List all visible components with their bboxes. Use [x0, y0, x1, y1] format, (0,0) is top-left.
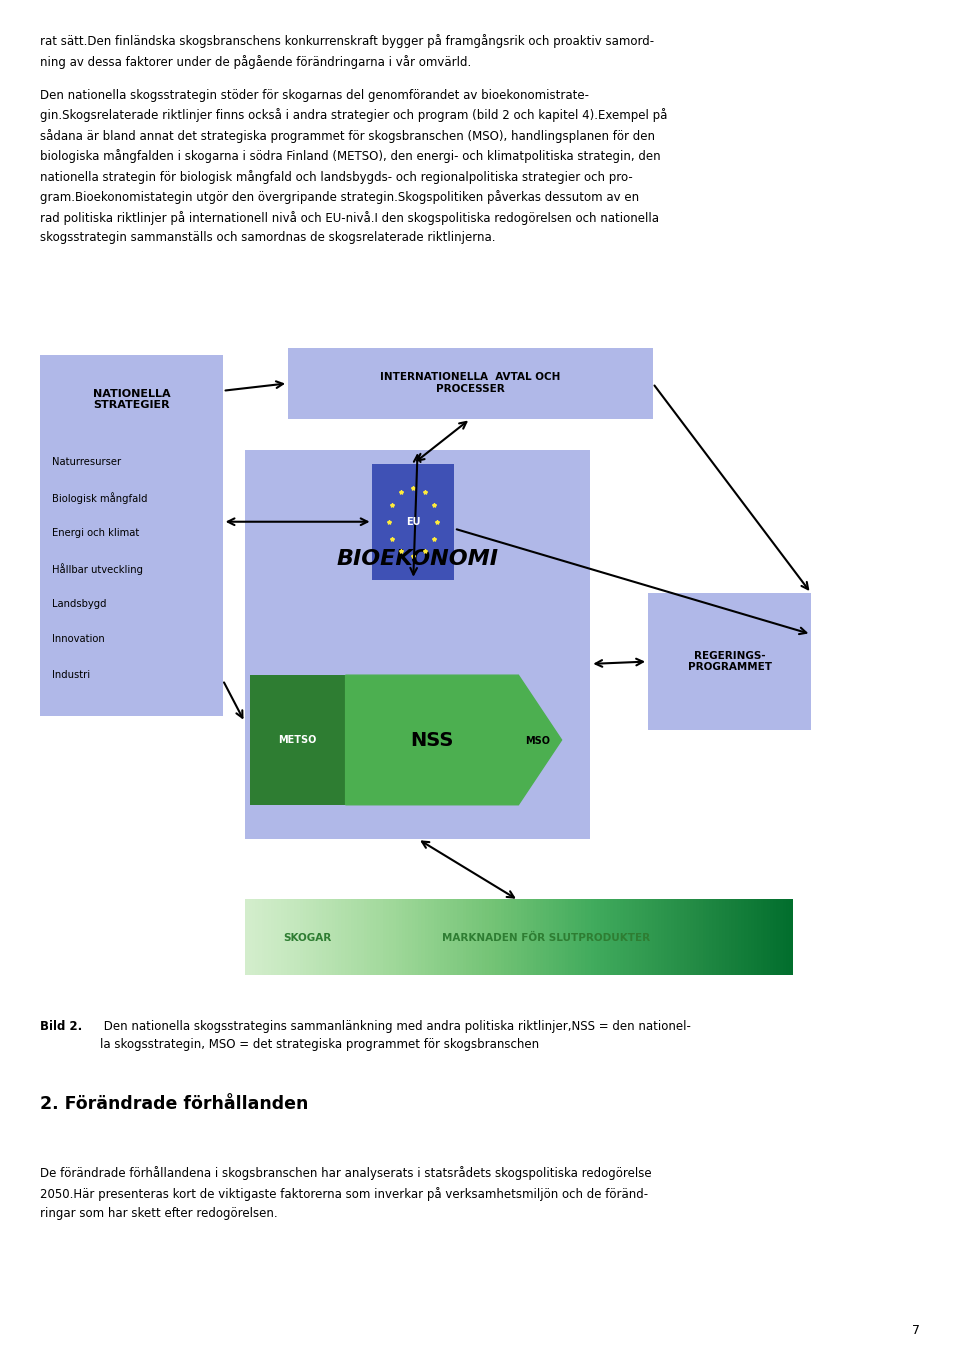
Text: Bild 2.: Bild 2. [40, 1020, 83, 1034]
Text: BIOEKONOMI: BIOEKONOMI [337, 548, 498, 569]
FancyBboxPatch shape [288, 348, 653, 419]
Text: Den nationella skogsstrategin stöder för skogarnas del genomförandet av bioekono: Den nationella skogsstrategin stöder för… [40, 89, 668, 244]
Text: EU: EU [406, 517, 420, 527]
Text: METSO: METSO [278, 735, 317, 745]
FancyBboxPatch shape [648, 593, 811, 730]
Text: De förändrade förhållandena i skogsbranschen har analyserats i statsrådets skogs: De förändrade förhållandena i skogsbrans… [40, 1166, 652, 1219]
Text: 7: 7 [912, 1323, 920, 1337]
Text: rat sätt.Den finländska skogsbranschens konkurrenskraft bygger på framgångsrik o: rat sätt.Den finländska skogsbranschens … [40, 34, 655, 68]
Text: INTERNATIONELLA  AVTAL OCH
PROCESSER: INTERNATIONELLA AVTAL OCH PROCESSER [380, 372, 561, 394]
Text: Industri: Industri [52, 670, 90, 679]
Polygon shape [346, 675, 562, 805]
Text: Naturresurser: Naturresurser [52, 457, 121, 466]
Text: Landsbygd: Landsbygd [52, 599, 107, 608]
FancyBboxPatch shape [250, 675, 346, 805]
Text: Den nationella skogsstrategins sammanlänkning med andra politiska riktlinjer,NSS: Den nationella skogsstrategins sammanlän… [100, 1020, 690, 1052]
Text: REGERINGS-
PROGRAMMET: REGERINGS- PROGRAMMET [687, 651, 772, 672]
Text: MARKNADEN FÖR SLUTPRODUKTER: MARKNADEN FÖR SLUTPRODUKTER [442, 933, 650, 943]
Text: Energi och klimat: Energi och klimat [52, 528, 139, 537]
Text: Hållbar utveckling: Hållbar utveckling [52, 563, 143, 576]
Text: NSS: NSS [410, 731, 454, 750]
Text: MSO: MSO [525, 735, 550, 746]
Text: 2. Förändrade förhållanden: 2. Förändrade förhållanden [40, 1095, 309, 1113]
Text: NATIONELLA
STRATEGIER: NATIONELLA STRATEGIER [93, 389, 170, 411]
Text: Biologisk mångfald: Biologisk mångfald [52, 492, 147, 505]
Text: Innovation: Innovation [52, 634, 105, 644]
FancyBboxPatch shape [40, 355, 223, 716]
FancyBboxPatch shape [372, 464, 454, 580]
Text: SKOGAR: SKOGAR [283, 933, 331, 943]
FancyBboxPatch shape [245, 450, 590, 839]
